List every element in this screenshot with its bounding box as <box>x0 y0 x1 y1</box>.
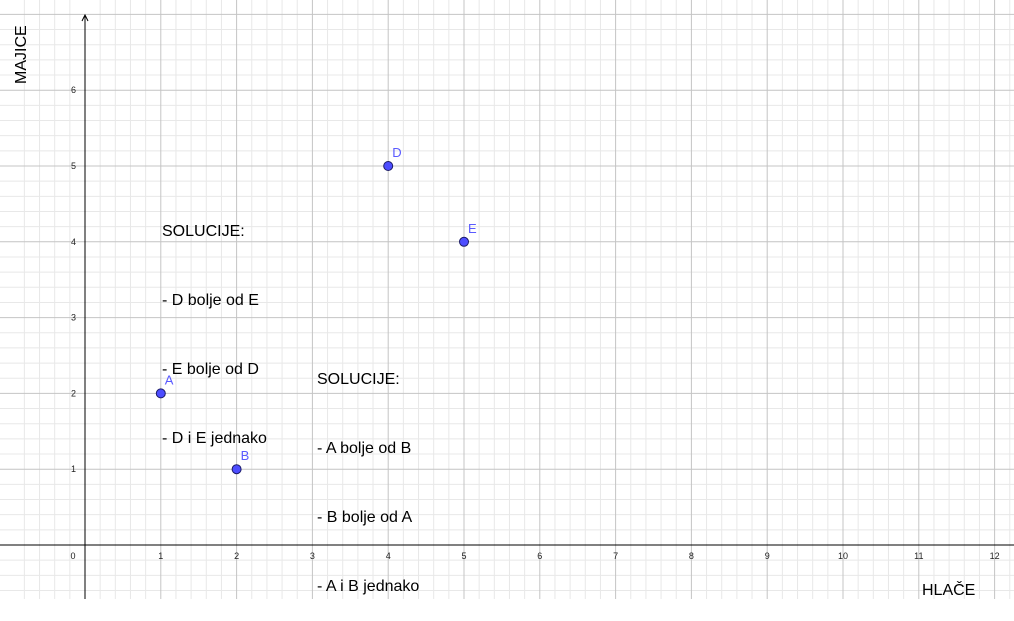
point-marker[interactable] <box>459 236 469 247</box>
x-tick-label: 4 <box>386 551 391 561</box>
point-label: B <box>241 448 250 463</box>
y-tick-label: 1 <box>71 464 76 474</box>
annotation-line: SOLUCIJE: <box>317 371 400 388</box>
y-axis-label: MAJICE <box>13 25 30 84</box>
x-tick-label: 3 <box>310 551 315 561</box>
y-tick-label: 5 <box>71 161 76 171</box>
y-tick-label: 4 <box>71 237 76 247</box>
annotation-line: - A i B jednako <box>317 578 420 595</box>
points[interactable]: A B D E <box>155 145 478 475</box>
x-tick-label: 0 <box>70 551 75 561</box>
point-label: D <box>392 145 401 160</box>
annotation-line: - A bolje od B <box>317 440 412 457</box>
annotation-solutions-a-b[interactable]: SOLUCIJE: - A bolje od B - B bolje od A … <box>317 322 419 621</box>
annotation-solutions-d-e[interactable]: SOLUCIJE: - D bolje od E - E bolje od D … <box>162 174 267 473</box>
x-tick-label: 10 <box>838 551 848 561</box>
y-tick-label: 6 <box>71 85 76 95</box>
minor-grid <box>0 0 1014 599</box>
annotation-line: - D i E jednako <box>162 430 267 447</box>
y-tick-label: 2 <box>71 388 76 398</box>
point-label: A <box>165 372 174 387</box>
annotation-line: - D bolje od E <box>162 292 259 309</box>
axes <box>0 13 1014 599</box>
annotation-line: SOLUCIJE: <box>162 223 245 240</box>
point-e[interactable]: E <box>459 221 478 247</box>
point-b[interactable]: B <box>231 448 250 475</box>
x-tick-label: 2 <box>234 551 239 561</box>
point-marker[interactable] <box>231 464 242 475</box>
x-tick-label: 9 <box>765 551 770 561</box>
major-grid <box>0 0 1014 599</box>
x-tick-label: 5 <box>461 551 466 561</box>
point-a[interactable]: A <box>155 372 174 399</box>
x-tick-label: 1 <box>158 551 163 561</box>
x-tick-label: 8 <box>689 551 694 561</box>
y-tick-label: 3 <box>71 313 76 323</box>
x-tick-label: 11 <box>914 551 923 561</box>
x-tick-label: 7 <box>613 551 618 561</box>
point-label: E <box>468 221 477 236</box>
x-tick-label: 6 <box>537 551 542 561</box>
x-tick-label: 12 <box>990 551 1000 561</box>
annotation-line: - B bolje od A <box>317 509 413 526</box>
point-marker[interactable] <box>155 388 166 399</box>
annotation-line: - E bolje od D <box>162 361 259 378</box>
y-axis-arrow-icon <box>81 13 89 22</box>
x-axis-label: HLAČE <box>922 580 975 599</box>
point-marker[interactable] <box>383 161 394 171</box>
point-d[interactable]: D <box>383 145 402 171</box>
